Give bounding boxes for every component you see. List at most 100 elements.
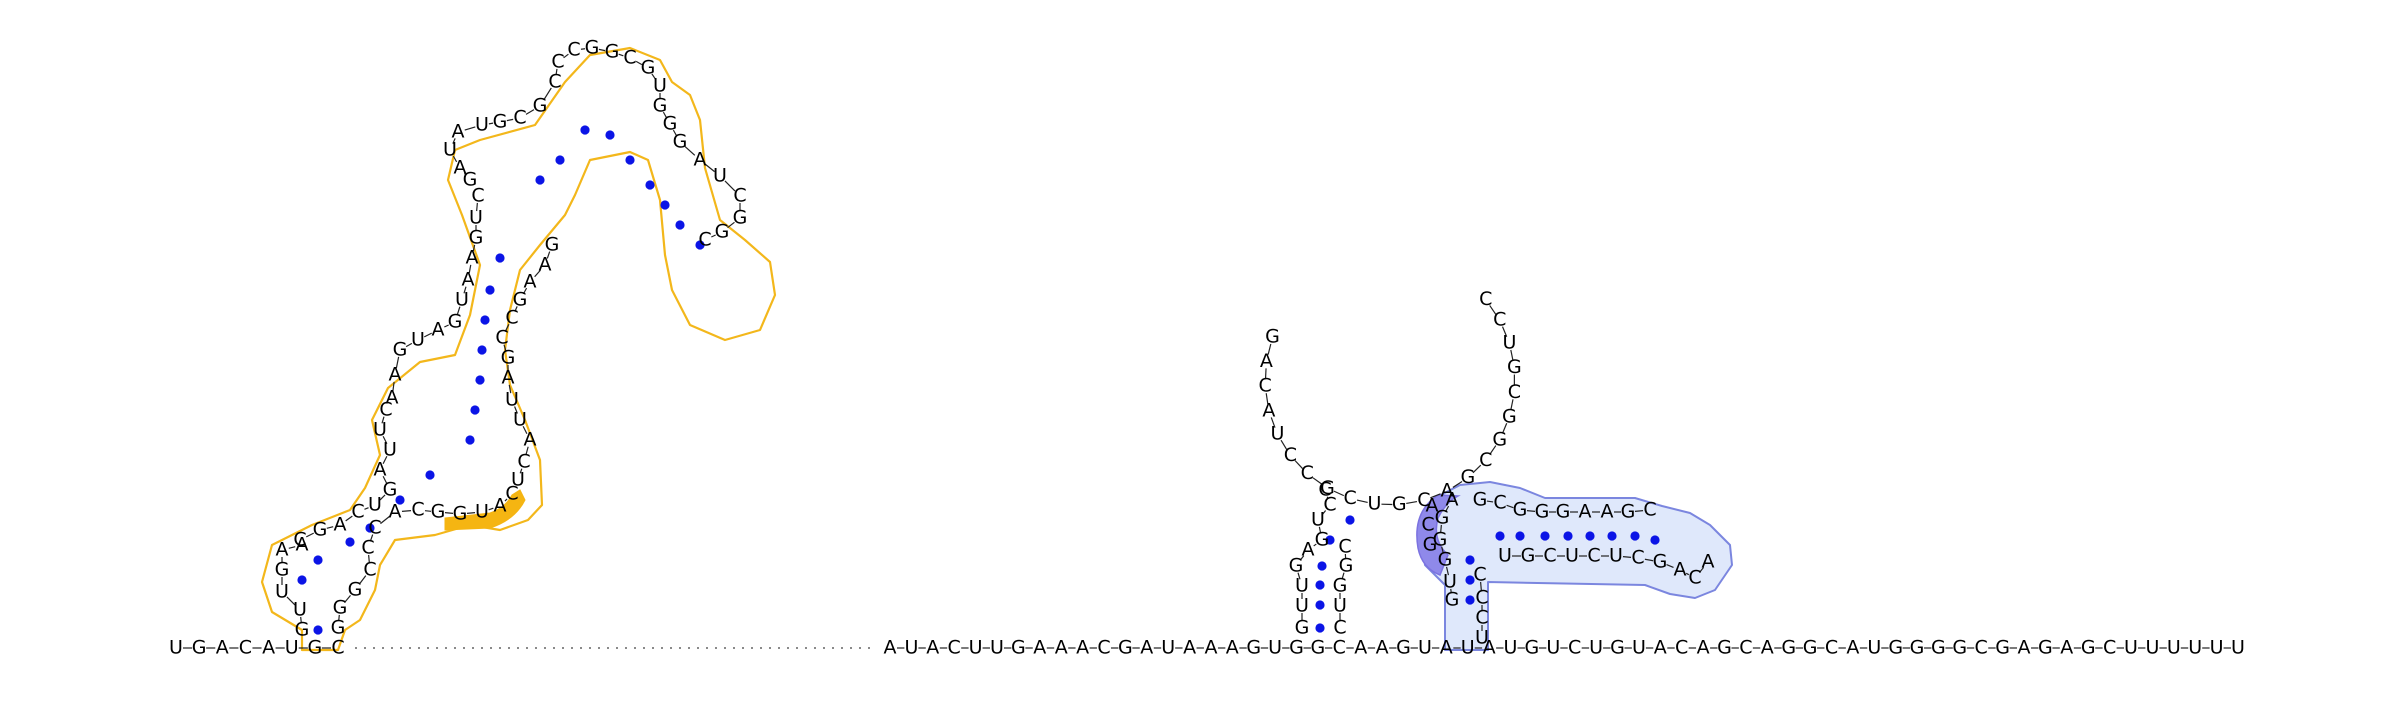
- linear-right-nt: U: [1161, 637, 1175, 659]
- d1-stem2-nt: G: [431, 501, 446, 523]
- d1-stem2-nt: C: [505, 483, 518, 505]
- d2-innerbottom-nt: C: [1587, 545, 1600, 567]
- base-pair-dot: [675, 220, 685, 230]
- linear-right-nt: A: [1846, 637, 1859, 659]
- d1-hairpin-nt: U: [653, 75, 667, 97]
- backbone-bond: [1452, 481, 1463, 488]
- linear-right-nt: G: [1118, 637, 1133, 659]
- d1-stem2-nt: A: [389, 501, 402, 523]
- d1-stem3-nt: G: [501, 347, 516, 369]
- backbone-bond: [1333, 490, 1345, 497]
- d1-stem3-nt: C: [495, 327, 508, 349]
- backbone-bond: [1321, 510, 1327, 515]
- backbone-bond: [672, 129, 678, 137]
- d2-innerbottom-nt: U: [1565, 545, 1579, 567]
- d1-stem2-nt: G: [348, 579, 363, 601]
- d2-innerstem3p-nt: U: [1475, 627, 1489, 649]
- d2-innerbottom-nt: C: [1543, 545, 1556, 567]
- backbone-bond: [662, 111, 668, 119]
- d1-stem1-nt: G: [275, 559, 290, 581]
- d1-hairpin-nt: U: [713, 165, 727, 187]
- linear-right-nt: G: [1781, 637, 1796, 659]
- linear-right-nt: U: [1589, 637, 1603, 659]
- d2-innertop-nt: G: [1621, 501, 1636, 523]
- d2-innertop-nt: C: [1643, 499, 1656, 521]
- d1-loop2-nt: U: [469, 207, 483, 229]
- linear-right-nt: C: [1097, 637, 1110, 659]
- d1-loop2-nt: U: [411, 329, 425, 351]
- linear-right-nt: C: [2103, 637, 2116, 659]
- d1-hairpin-nt: C: [551, 51, 564, 73]
- backbone-bond: [345, 515, 353, 522]
- linear-left-nt: C: [331, 637, 344, 659]
- linear-right-nt: A: [2018, 637, 2031, 659]
- d1-hairpin-nt: A: [454, 157, 467, 179]
- backbone-bond: [525, 446, 529, 456]
- backbone-bond: [651, 73, 657, 81]
- d1-stem3-nt: C: [517, 451, 530, 473]
- d2-bigloop-nt: C: [1344, 487, 1357, 509]
- d2-dark-nt: A: [1426, 495, 1439, 517]
- backbone-bond: [1526, 510, 1536, 512]
- linear-right-nt: G: [1246, 637, 1261, 659]
- linear-right-nt: C: [1739, 637, 1752, 659]
- d1-stem3-nt: A: [524, 271, 537, 293]
- linear-right-nt: A: [2060, 637, 2073, 659]
- d1-hairpin-nt: C: [698, 229, 711, 251]
- d1-hairpin-nt: G: [653, 95, 668, 117]
- backbone-bond: [1318, 526, 1322, 534]
- backbone-bond: [358, 575, 367, 585]
- linear-right-nt: G: [1952, 637, 1967, 659]
- backbone-bond: [1280, 439, 1288, 450]
- backbone-bond: [1294, 460, 1303, 469]
- backbone-bond: [504, 498, 508, 502]
- d1-stem1-nt: A: [276, 539, 289, 561]
- backbone-bond: [364, 507, 369, 510]
- d2-bigloop-nt: G: [1492, 428, 1507, 450]
- d2-stem5p-nt: G: [1289, 555, 1304, 577]
- linear-right-nt: G: [1289, 637, 1304, 659]
- d2-innerbottom-nt: A: [1702, 551, 1715, 573]
- backbone-bond: [382, 455, 388, 465]
- backbone-bond: [563, 53, 569, 59]
- backbone-bond: [369, 534, 374, 542]
- backbone-bond: [1299, 555, 1305, 561]
- d2-stem3p-nt: U: [1333, 595, 1347, 617]
- base-pair-dot: [1317, 561, 1327, 571]
- backbone-bond: [452, 138, 456, 144]
- backbone-bond: [1444, 505, 1450, 513]
- backbone-bond: [618, 53, 624, 57]
- linear-right-nt: C: [1333, 637, 1346, 659]
- linear-right-nt: A: [1483, 637, 1496, 659]
- linear-right-nt: A: [1354, 637, 1367, 659]
- backbone-bond: [381, 416, 385, 424]
- d1-stem2-nt: C: [368, 517, 381, 539]
- highlight-layer: [260, 46, 1733, 652]
- backbone-bond: [401, 510, 412, 512]
- backbone-bond: [503, 344, 507, 352]
- d1-hairpin-nt: U: [443, 139, 457, 161]
- base-pair-dot: [470, 405, 480, 415]
- d2-innertop-nt: A: [1579, 501, 1592, 523]
- d2-innerstem3p-nt: C: [1475, 587, 1488, 609]
- d2-bigloop-nt: C: [1493, 309, 1506, 331]
- backbone-bond: [368, 554, 370, 564]
- d1-loop1-nt: A: [334, 514, 347, 536]
- d1-loop2-nt: G: [469, 227, 484, 249]
- d2-innertop-nt: G: [1473, 489, 1488, 511]
- backbone-bond: [288, 546, 296, 549]
- d2-bigloop-nt: G: [1265, 326, 1280, 348]
- d1-hairpin-nt: G: [533, 95, 548, 117]
- backbone-bond: [705, 163, 715, 173]
- d1-loop2-nt: A: [462, 269, 475, 291]
- d1-hairpin-nt: G: [605, 41, 620, 63]
- backbone-bond: [1698, 567, 1705, 573]
- linear-right-nt: G: [2081, 637, 2096, 659]
- orange-segment-highlight: [444, 489, 526, 531]
- backbone-bond: [286, 596, 296, 606]
- backbone-bond: [1313, 543, 1317, 547]
- linear-right-nt: A: [1055, 637, 1068, 659]
- d1-hairpin-nt: U: [475, 114, 489, 136]
- d2-bigloop-nt: C: [1284, 444, 1297, 466]
- d1-loop2-nt: G: [448, 311, 463, 333]
